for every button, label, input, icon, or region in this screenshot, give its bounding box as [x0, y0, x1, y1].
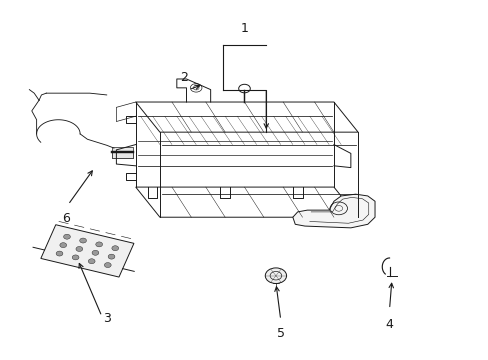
Text: 1: 1 [240, 22, 248, 35]
Bar [111, 152, 133, 158]
Text: 3: 3 [102, 312, 110, 325]
Polygon shape [292, 194, 374, 228]
Circle shape [96, 242, 102, 247]
Text: 4: 4 [385, 318, 393, 331]
Circle shape [104, 262, 111, 267]
Polygon shape [41, 225, 134, 277]
Circle shape [76, 247, 82, 251]
Circle shape [63, 234, 70, 239]
Circle shape [92, 250, 99, 255]
Text: 6: 6 [61, 212, 69, 225]
Text: 5: 5 [276, 327, 284, 340]
Bar [111, 147, 133, 158]
Circle shape [72, 255, 79, 260]
Circle shape [60, 243, 66, 248]
Circle shape [80, 238, 86, 243]
Circle shape [112, 246, 119, 251]
Circle shape [56, 251, 63, 256]
Circle shape [108, 254, 115, 259]
Circle shape [265, 268, 286, 283]
Text: 2: 2 [180, 71, 187, 84]
Circle shape [88, 259, 95, 264]
